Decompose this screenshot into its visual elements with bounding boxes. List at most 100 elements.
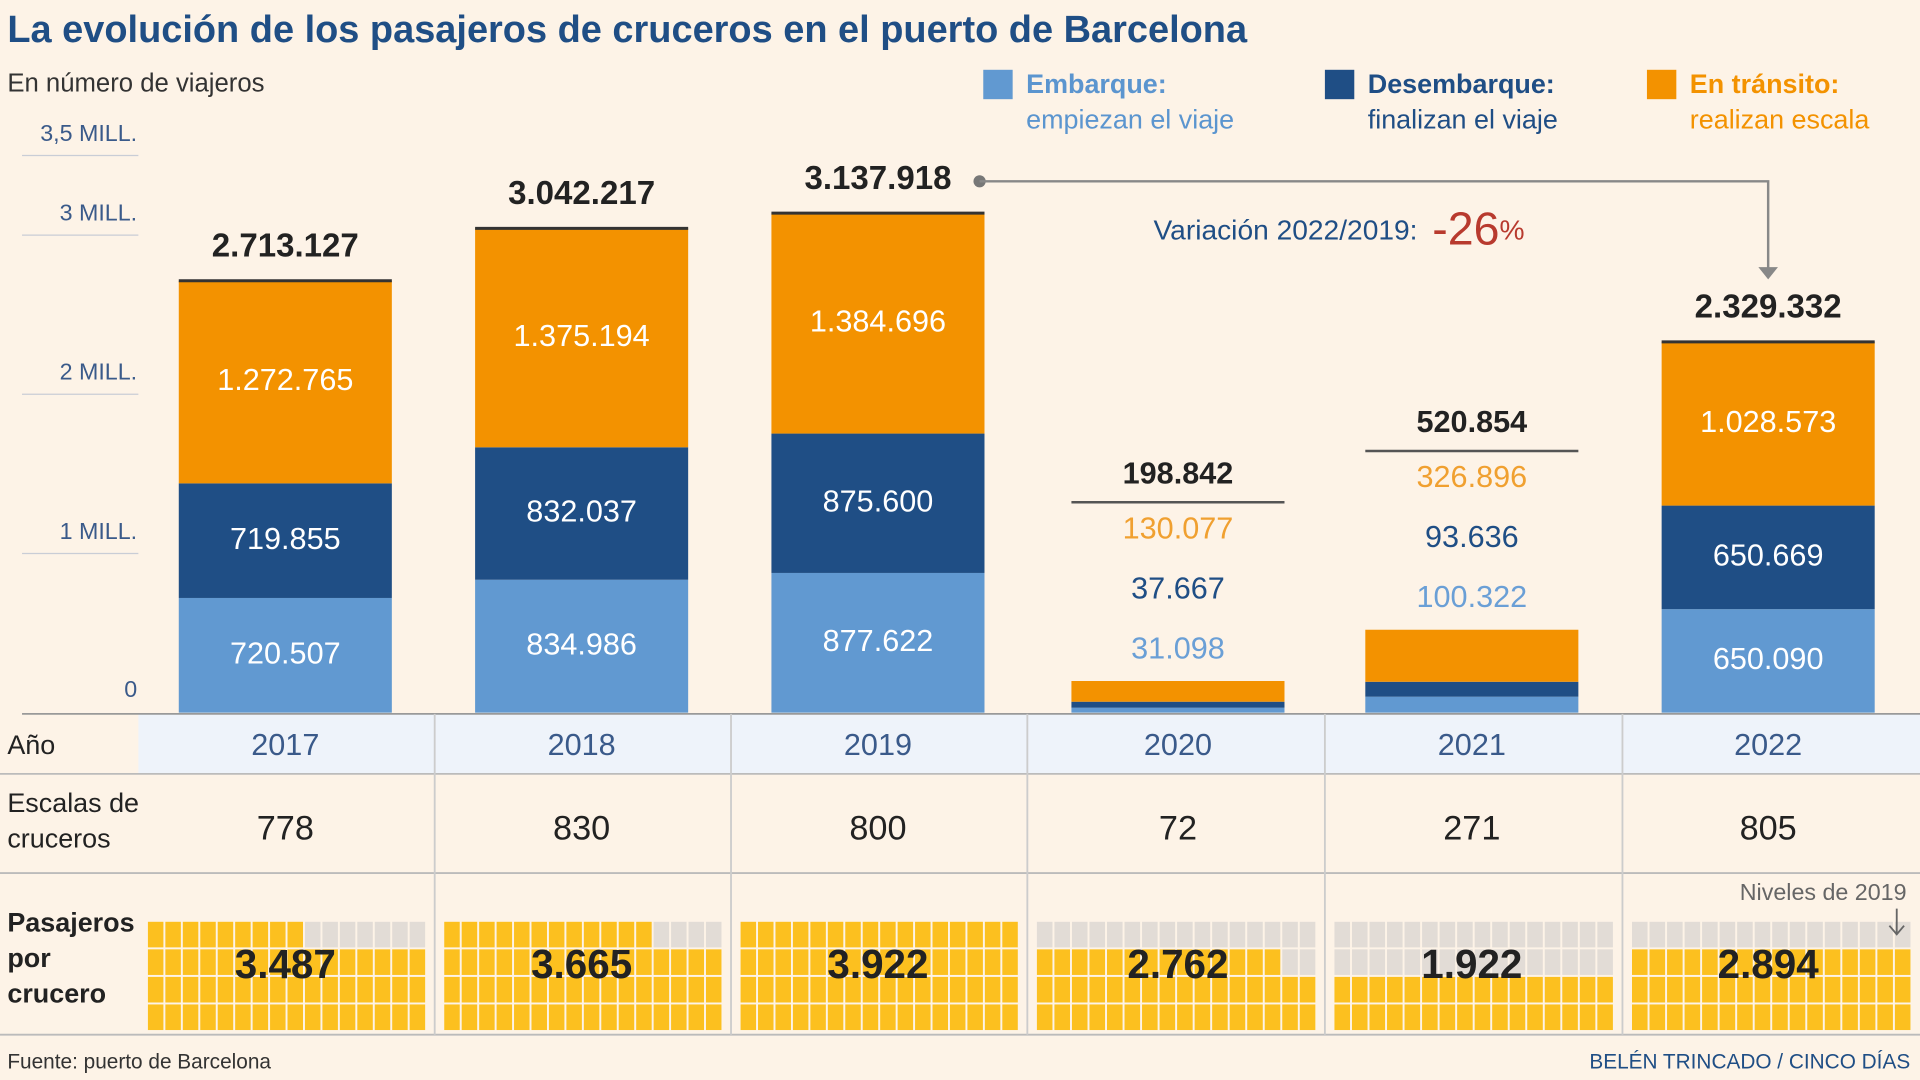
waffle-cell (235, 949, 251, 975)
waffle-cell (1754, 976, 1771, 1003)
waffle-cell (1264, 1004, 1281, 1031)
waffle-cell (1334, 949, 1351, 975)
waffle-cell (235, 1004, 251, 1031)
y-tick-label: 0 (124, 676, 137, 702)
legend-swatch (1646, 69, 1677, 100)
waffle-cell (1859, 949, 1876, 975)
escalas-value: 805 (1740, 809, 1797, 847)
waffle-cell (1632, 949, 1648, 975)
waffle-cell (1527, 976, 1543, 1003)
waffle-cell (1351, 1004, 1368, 1031)
escalas-value: 271 (1443, 809, 1500, 847)
waffle-cell (1369, 976, 1386, 1003)
waffle-cell (1597, 921, 1613, 948)
waffle-cell (1369, 1004, 1386, 1031)
waffle-cell (1351, 949, 1368, 975)
waffle-cell (1509, 921, 1526, 948)
waffle-cell (479, 976, 495, 1003)
waffle-cell (374, 1004, 391, 1031)
row-label: por (7, 943, 51, 973)
waffle-cell (479, 921, 495, 948)
waffle-cell (1159, 976, 1176, 1003)
waffle-cell (949, 921, 966, 948)
waffle-cell (1351, 921, 1368, 948)
waffle-cell (147, 949, 164, 975)
waffle-cell (1702, 921, 1718, 948)
waffle-cell (1229, 949, 1246, 975)
waffle-cell (705, 1004, 722, 1031)
waffle-cell (217, 976, 234, 1003)
waffle-cell (1509, 976, 1526, 1003)
waffle-cell (252, 921, 269, 948)
waffle-cell (252, 976, 269, 1003)
waffle-cell (984, 949, 1001, 975)
waffle-cell (1789, 921, 1806, 948)
waffle-cell (705, 949, 722, 975)
bar-segment (1661, 341, 1875, 506)
waffle-cell (1754, 949, 1771, 975)
waffle-cell (1789, 976, 1806, 1003)
waffle-cell (1036, 976, 1053, 1003)
waffle-cell (1264, 976, 1281, 1003)
waffle-cell (374, 976, 391, 1003)
waffle-cell (1667, 1004, 1683, 1031)
waffle-cell (967, 921, 983, 948)
waffle-cell (1229, 976, 1246, 1003)
waffle-cell (636, 921, 652, 948)
waffle-cell (1387, 949, 1403, 975)
bar-segment (771, 433, 985, 573)
waffle-cell (548, 949, 565, 975)
waffle-cell (496, 1004, 513, 1031)
waffle-cell (1142, 921, 1158, 948)
waffle-cell (1702, 976, 1718, 1003)
waffle-cell (671, 921, 687, 948)
waffle-cell (1684, 921, 1701, 948)
note-arrow (1888, 908, 1905, 936)
waffle-cell (339, 921, 356, 948)
waffle-cell (1457, 921, 1473, 948)
waffle-cell (1579, 921, 1596, 948)
year-label: 2018 (548, 728, 616, 762)
waffle-cell (1474, 976, 1491, 1003)
legend-description: empiezan el viaje (1026, 104, 1234, 134)
waffle-cell (601, 976, 617, 1003)
bar-value-label: 720.507 (230, 636, 341, 670)
waffle-cell (1842, 949, 1858, 975)
waffle (444, 921, 722, 1031)
waffle-cell (1684, 1004, 1701, 1031)
waffle-cell (217, 921, 234, 948)
waffle-cell (880, 949, 896, 975)
waffle-cell (566, 1004, 582, 1031)
waffle-cell (1562, 1004, 1578, 1031)
bar-value-label: 93.636 (1425, 520, 1519, 554)
waffle-cell (688, 921, 705, 948)
waffle-cell (200, 1004, 216, 1031)
waffle-cell (461, 1004, 478, 1031)
waffle-cell (932, 921, 948, 948)
bar-value-label: 37.667 (1131, 571, 1225, 605)
waffle-cell (827, 1004, 844, 1031)
waffle-cell (514, 949, 530, 975)
waffle (1632, 921, 1911, 1031)
waffle-cell (1457, 976, 1473, 1003)
waffle-cell (1474, 1004, 1491, 1031)
waffle-cell (165, 1004, 181, 1031)
waffle-cell (1422, 921, 1438, 948)
waffle-cell (1404, 976, 1421, 1003)
waffle-cell (514, 1004, 530, 1031)
waffle-cell (1474, 921, 1491, 948)
waffle-cell (1282, 921, 1298, 948)
waffle-cell (374, 921, 391, 948)
waffle-cell (775, 949, 791, 975)
waffle-cell (1177, 1004, 1193, 1031)
waffle-cell (1737, 976, 1753, 1003)
waffle-cell (287, 949, 303, 975)
waffle-cell (147, 1004, 164, 1031)
waffle-cell (1212, 921, 1228, 948)
waffle-cell (1737, 949, 1753, 975)
waffle-cell (1824, 921, 1841, 948)
waffle-cell (1002, 1004, 1018, 1031)
waffle-cell (322, 949, 338, 975)
waffle-cell (1632, 921, 1648, 948)
waffle-cell (182, 1004, 199, 1031)
